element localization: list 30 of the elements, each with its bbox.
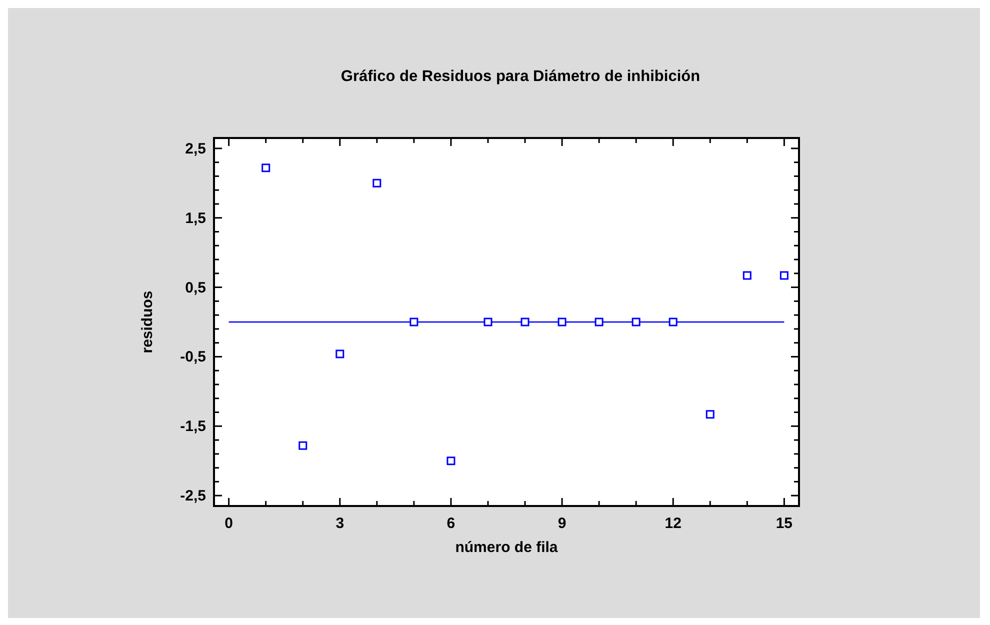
point (336, 350, 344, 358)
point (372, 178, 382, 188)
point (484, 318, 492, 326)
y-tick-label: -0,5 (180, 348, 206, 366)
point (446, 456, 456, 466)
x-tick-label: 15 (776, 515, 793, 532)
point (632, 318, 640, 326)
y-tick-label: 0,5 (185, 279, 206, 296)
y-tick-label: -2,5 (180, 488, 206, 505)
point (410, 318, 418, 326)
point (520, 318, 530, 326)
point (298, 441, 308, 450)
y-axis-title: residuos (139, 290, 156, 354)
chart-title: Gráfico de Residuos para Diámetro de inhibición (340, 68, 700, 85)
y-tick-label: 1,5 (185, 210, 206, 227)
x-tick-label: 0 (224, 515, 233, 532)
y-tick-label: 2,5 (185, 140, 206, 158)
point (262, 164, 270, 172)
y-tick-label: -1,5 (180, 418, 206, 436)
x-tick-label: 9 (558, 515, 566, 532)
point (594, 318, 604, 326)
point (780, 271, 788, 280)
x-tick-label: 6 (446, 515, 456, 532)
x-tick-label: 3 (336, 515, 344, 532)
x-axis-title: número de fila (455, 539, 558, 556)
point (706, 410, 714, 419)
x-tick-label: 12 (664, 515, 682, 532)
point (742, 271, 752, 280)
point (558, 318, 566, 326)
point (668, 318, 678, 326)
